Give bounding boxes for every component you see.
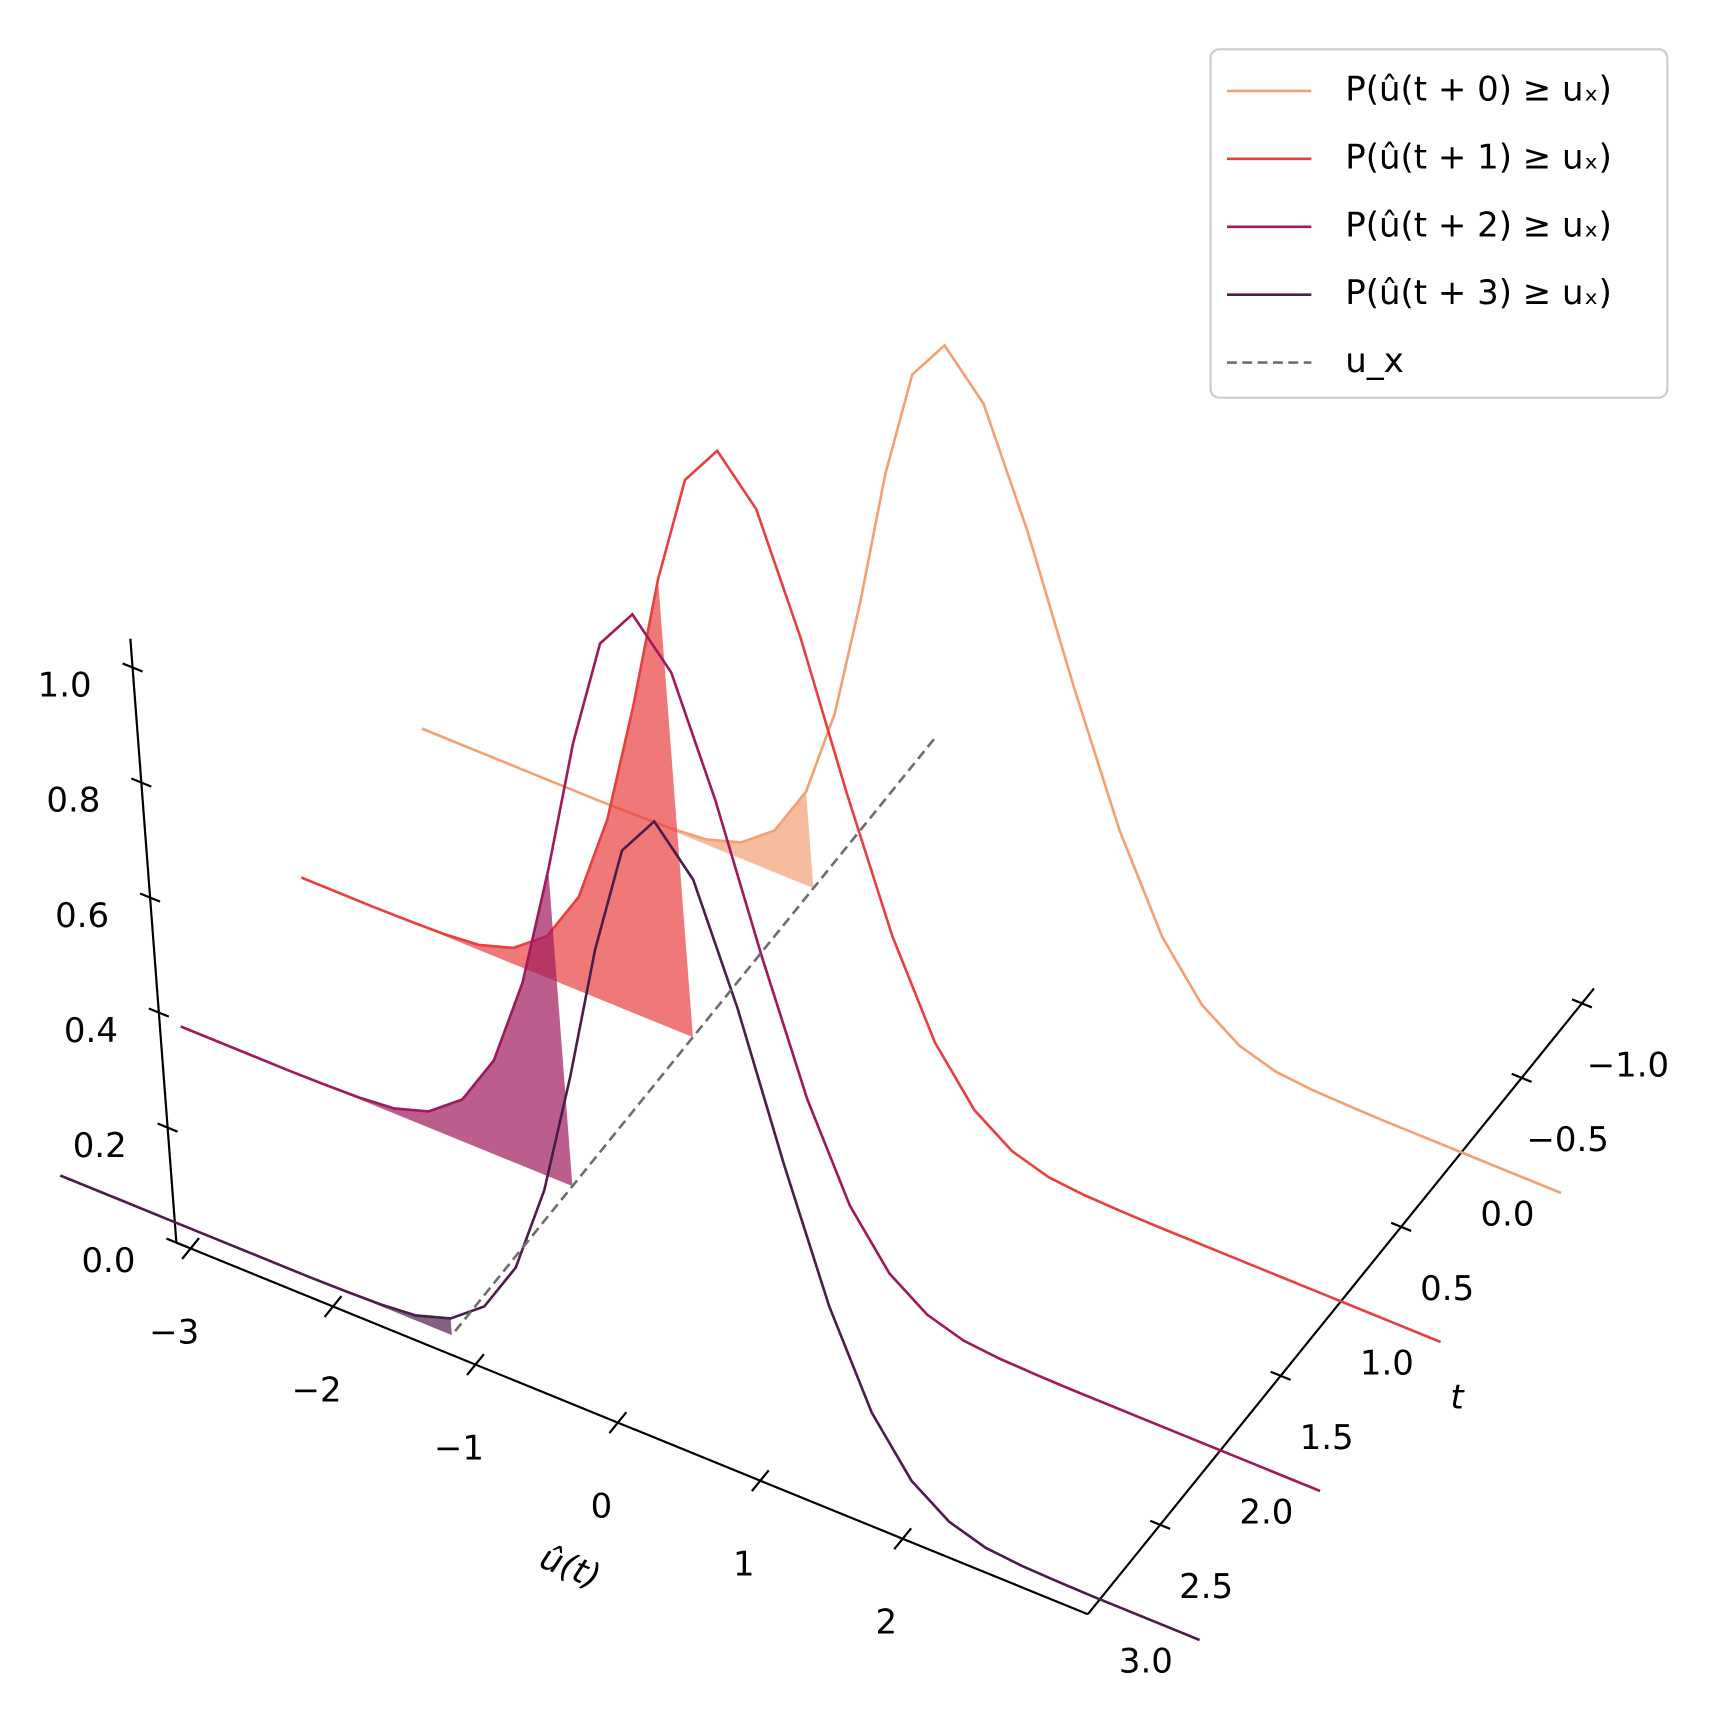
x-axis-label: û(t) xyxy=(534,1537,606,1597)
t-tick-label: 0.0 xyxy=(1480,1194,1534,1234)
t-tick xyxy=(1511,1072,1533,1083)
z-tick xyxy=(165,1237,187,1248)
x-tick-label: 1 xyxy=(733,1545,755,1585)
z-axis-line xyxy=(129,638,178,1243)
x-tick-label: −1 xyxy=(434,1429,484,1469)
x-tick xyxy=(893,1527,912,1550)
t-tick-label: 2.0 xyxy=(1239,1492,1293,1532)
t-tick-label: −0.5 xyxy=(1526,1120,1608,1160)
ridge-line xyxy=(300,448,1442,1344)
x-tick-label: 0 xyxy=(591,1487,613,1527)
axes xyxy=(129,638,1595,1616)
legend-label: P(û(t + 0) ≥ uₓ) xyxy=(1345,69,1612,109)
t-tick xyxy=(1390,1221,1412,1232)
x-tick xyxy=(608,1411,628,1434)
z-tick-label: 0.6 xyxy=(55,896,109,936)
t-tick xyxy=(1270,1370,1292,1381)
x-tick-label: 2 xyxy=(875,1603,897,1643)
legend: P(û(t + 0) ≥ uₓ) P(û(t + 1) ≥ uₓ) P(û(t + … xyxy=(1209,48,1669,399)
z-tick xyxy=(130,777,152,788)
z-tick-label: 0.4 xyxy=(64,1011,118,1051)
x-tick xyxy=(750,1469,770,1492)
t-tick-label: 2.5 xyxy=(1179,1567,1233,1607)
t-tick xyxy=(1149,1519,1171,1530)
z-tick-label: 0.2 xyxy=(73,1126,127,1166)
z-tick xyxy=(139,892,161,903)
ridge-line xyxy=(421,343,1562,1195)
legend-label: u_x xyxy=(1345,341,1404,381)
x-tick-label: −2 xyxy=(292,1370,342,1410)
ridge-line xyxy=(180,612,1321,1493)
t-tick-label: 1.5 xyxy=(1300,1418,1354,1458)
legend-label: P(û(t + 3) ≥ uₓ) xyxy=(1345,273,1612,313)
tail-fill xyxy=(301,579,693,1038)
legend-box xyxy=(1209,48,1669,399)
z-tick-label: 1.0 xyxy=(38,666,92,706)
legend-label: P(û(t + 2) ≥ uₓ) xyxy=(1345,205,1612,245)
z-tick-label: 0.0 xyxy=(81,1241,135,1281)
t-tick-label: 3.0 xyxy=(1119,1641,1173,1681)
x-tick xyxy=(466,1353,485,1376)
legend-label: P(û(t + 1) ≥ uₓ) xyxy=(1345,137,1612,177)
threshold-line xyxy=(450,738,935,1336)
x-tick-label: −3 xyxy=(149,1312,199,1352)
z-tick xyxy=(122,662,143,673)
x-tick xyxy=(323,1295,343,1318)
ridge-line xyxy=(59,819,1201,1642)
tail-fill xyxy=(180,869,573,1187)
t-axis-label: t xyxy=(1450,1377,1465,1417)
x-axis-line xyxy=(175,1241,1089,1616)
t-tick-label: −1.0 xyxy=(1587,1045,1669,1085)
plot-area: −3−2−1012−1.0−0.50.00.51.01.52.02.53.00.… xyxy=(38,343,1669,1681)
x-tick xyxy=(181,1237,200,1260)
t-tick xyxy=(1571,998,1593,1009)
z-tick xyxy=(157,1122,178,1133)
z-tick-label: 0.8 xyxy=(46,781,100,821)
z-tick xyxy=(148,1007,170,1018)
t-tick-label: 0.5 xyxy=(1420,1269,1474,1309)
t-tick-label: 1.0 xyxy=(1360,1343,1414,1383)
